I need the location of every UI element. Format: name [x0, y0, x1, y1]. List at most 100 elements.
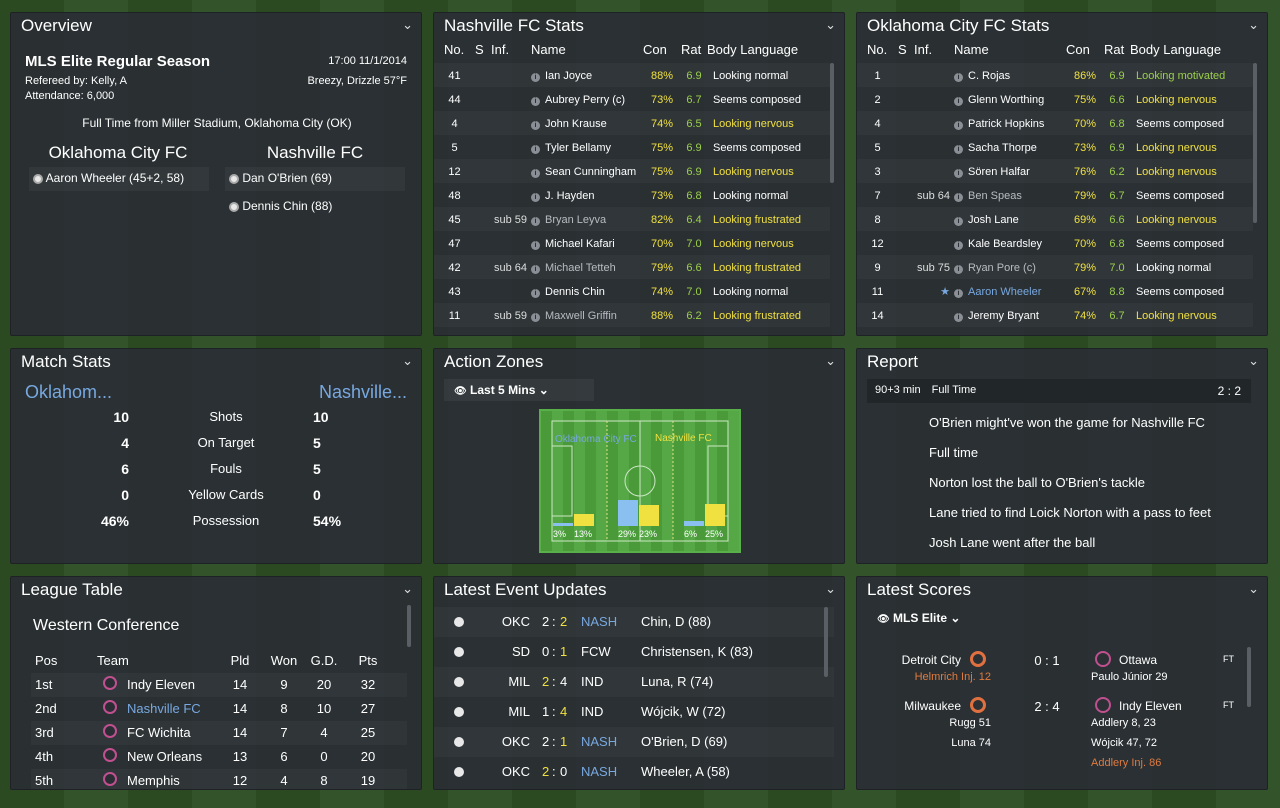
player-name[interactable]: John Krause [545, 117, 607, 130]
info-icon[interactable]: i [954, 214, 968, 226]
league-row[interactable] [31, 769, 407, 789]
info-icon[interactable]: i [954, 190, 968, 202]
league-team[interactable]: FC Wichita [127, 725, 191, 740]
player-row[interactable]: 9 sub 75 i Ryan Pore (c) 79% 7.0 Looking norma… [857, 255, 1253, 279]
player-row[interactable]: 7 sub 64 i Ben Speas 79% 6.7 Seems composed [857, 183, 1253, 207]
event-row[interactable]: MIL 2:4 IND Luna, R (74) [434, 667, 834, 697]
player-row[interactable]: 47 i Michael Kafari 70% 7.0 Looking nervous [434, 231, 830, 255]
league-team[interactable]: Memphis [127, 773, 180, 788]
player-name[interactable]: Maxwell Griffin [545, 309, 617, 322]
league-row[interactable] [31, 745, 407, 769]
col-header[interactable]: Rat [681, 41, 702, 57]
player-name[interactable]: Michael Kafari [545, 237, 615, 250]
col-header[interactable]: No. [867, 41, 888, 57]
info-icon[interactable]: i [531, 238, 545, 250]
league-col-header[interactable]: Pld [230, 653, 250, 668]
league-row[interactable] [31, 721, 407, 745]
score-home-team[interactable]: Milwaukee [904, 699, 961, 713]
info-icon[interactable]: i [954, 118, 968, 130]
player-row[interactable]: 5 i Tyler Bellamy 75% 6.9 Seems composed [434, 135, 830, 159]
home-team-label[interactable]: Oklahom... [25, 382, 113, 402]
player-name[interactable]: Josh Lane [968, 213, 1019, 226]
player-row[interactable]: 11 sub 59 i Maxwell Griffin 88% 6.2 Looking fr… [434, 303, 830, 327]
player-name[interactable]: Ryan Pore (c) [968, 261, 1036, 274]
player-row[interactable]: 4 i Patrick Hopkins 70% 6.8 Seems composed [857, 111, 1253, 135]
league-col-header[interactable]: Pos [35, 653, 58, 668]
chevron-down-icon[interactable]: ⌄ [402, 17, 413, 32]
player-row[interactable]: 48 i J. Hayden 73% 6.8 Looking normal [434, 183, 830, 207]
event-player[interactable]: O'Brien, D (69) [641, 734, 728, 749]
col-header[interactable]: No. [444, 41, 465, 57]
score-away-team[interactable]: Indy Eleven [1119, 699, 1182, 713]
player-row[interactable]: 5 i Sacha Thorpe 73% 6.9 Looking nervous [857, 135, 1253, 159]
player-name[interactable]: Patrick Hopkins [968, 117, 1045, 130]
player-row[interactable]: 1 i C. Rojas 86% 6.9 Looking motivated [857, 63, 1253, 87]
chevron-down-icon[interactable]: ⌄ [1248, 581, 1259, 596]
chevron-down-icon[interactable]: ⌄ [402, 353, 413, 368]
score-away-team[interactable]: Ottawa [1119, 653, 1158, 667]
player-row[interactable]: 43 i Dennis Chin 74% 7.0 Looking normal [434, 279, 830, 303]
info-icon[interactable]: i [531, 310, 545, 322]
player-row[interactable]: 14 i Jeremy Bryant 74% 6.7 Looking nervous [857, 303, 1253, 327]
scrollbar[interactable] [407, 605, 411, 647]
league-team[interactable]: Indy Eleven [127, 677, 195, 692]
player-name[interactable]: Aubrey Perry (c) [545, 93, 626, 106]
event-row[interactable]: OKC 2:1 NASH O'Brien, D (69) [434, 727, 834, 757]
col-header[interactable]: Body Language [707, 41, 799, 57]
event-player[interactable]: Chin, D (88) [641, 614, 712, 629]
scrollbar[interactable] [830, 63, 834, 183]
info-icon[interactable]: i [531, 262, 545, 274]
info-icon[interactable]: i [531, 118, 545, 130]
league-col-header[interactable]: Won [270, 653, 298, 668]
col-header[interactable]: Inf. [491, 41, 510, 57]
player-name[interactable]: Ben Speas [968, 189, 1022, 202]
scrollbar[interactable] [824, 607, 828, 677]
event-row[interactable]: MIL 1:4 IND Wójcik, W (72) [434, 697, 834, 727]
event-row[interactable]: OKC 2:0 NASH Wheeler, A (58) [434, 757, 834, 787]
player-name[interactable]: Jeremy Bryant [968, 309, 1039, 322]
info-icon[interactable]: i [954, 142, 968, 154]
player-name[interactable]: Aaron Wheeler [968, 285, 1042, 298]
col-header[interactable]: Name [531, 41, 566, 57]
col-header[interactable]: S [898, 41, 907, 57]
player-row[interactable]: 44 i Aubrey Perry (c) 73% 6.7 Seems composed [434, 87, 830, 111]
info-icon[interactable]: i [531, 70, 545, 82]
info-icon[interactable]: i [531, 142, 545, 154]
scrollbar[interactable] [1253, 63, 1257, 223]
info-icon[interactable]: i [954, 238, 968, 250]
chevron-down-icon[interactable]: ⌄ [825, 353, 836, 368]
col-header[interactable]: Body Language [1130, 41, 1222, 57]
player-row[interactable]: 12 i Sean Cunningham 75% 6.9 Looking nervous [434, 159, 830, 183]
player-name[interactable]: Glenn Worthing [968, 93, 1045, 106]
chevron-down-icon[interactable]: ⌄ [402, 581, 413, 596]
event-row[interactable]: SD 0:1 FCW Christensen, K (83) [434, 637, 834, 667]
player-name[interactable]: Sean Cunningham [545, 165, 637, 178]
event-player[interactable]: Christensen, K (83) [641, 644, 753, 659]
player-row[interactable]: 4 i John Krause 74% 6.5 Looking nervous [434, 111, 830, 135]
col-header[interactable]: Rat [1104, 41, 1125, 57]
info-icon[interactable]: i [954, 286, 968, 298]
chevron-down-icon[interactable]: ⌄ [1248, 17, 1259, 32]
info-icon[interactable]: i [531, 94, 545, 106]
col-header[interactable]: S [475, 41, 484, 57]
player-name[interactable]: Kale Beardsley [968, 237, 1042, 250]
league-team[interactable]: New Orleans [127, 749, 203, 764]
player-name[interactable]: Sören Halfar [968, 165, 1030, 178]
conference-name[interactable]: Western Conference [33, 617, 180, 634]
league-col-header[interactable]: G.D. [310, 653, 338, 668]
player-row[interactable]: 45 sub 59 i Bryan Leyva 82% 6.4 Looking frustr… [434, 207, 830, 231]
player-name[interactable]: Tyler Bellamy [545, 141, 612, 154]
player-name[interactable]: Dennis Chin [545, 285, 605, 298]
col-header[interactable]: Con [1066, 41, 1090, 57]
info-icon[interactable]: i [954, 94, 968, 106]
chevron-down-icon[interactable]: ⌄ [825, 17, 836, 32]
league-team[interactable]: Nashville FC [127, 701, 201, 716]
info-icon[interactable]: i [954, 166, 968, 178]
player-row[interactable]: 42 sub 64 i Michael Tetteh 79% 6.6 Looking fru… [434, 255, 830, 279]
chevron-down-icon[interactable]: ⌄ [825, 581, 836, 596]
player-row[interactable]: 8 i Josh Lane 69% 6.6 Looking nervous [857, 207, 1253, 231]
scrollbar[interactable] [1247, 647, 1251, 707]
player-row[interactable]: 11 ★ i Aaron Wheeler 67% 8.8 Seems composed [857, 279, 1253, 303]
player-name[interactable]: Michael Tetteh [545, 261, 616, 274]
event-player[interactable]: Wheeler, A (58) [641, 764, 730, 779]
